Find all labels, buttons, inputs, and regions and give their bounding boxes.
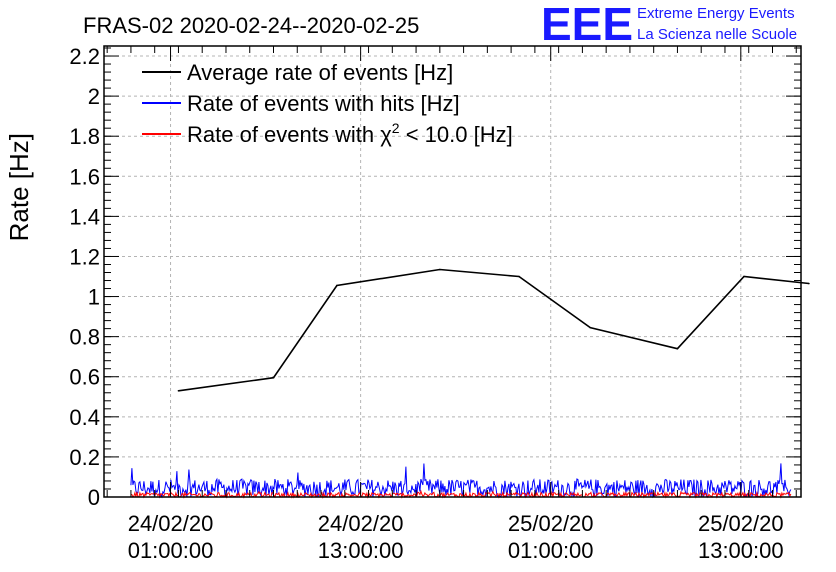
series-average-point: [589, 326, 592, 329]
legend-entry-average: Average rate of events [Hz]: [187, 60, 453, 85]
chart-title: FRAS-02 2020-02-24--2020-02-25: [83, 13, 419, 38]
y-tick-label: 2.2: [69, 44, 100, 69]
legend-chi2-prefix: Rate of events with: [187, 122, 380, 147]
x-tick-label-time: 13:00:00: [698, 538, 784, 563]
series-average-point: [676, 347, 679, 350]
legend-chi2-sup: 2: [392, 120, 400, 136]
grid: [104, 46, 801, 497]
eee-logo: EEE Extreme Energy Events La Scienza nel…: [541, 0, 797, 50]
y-axis-label: Rate [Hz]: [4, 133, 34, 241]
series-average-point: [272, 376, 275, 379]
y-tick-label: 1.8: [69, 124, 100, 149]
logo-line-2: La Scienza nelle Scuole: [637, 26, 797, 43]
line-series: [177, 268, 810, 392]
series-average-line: [178, 268, 809, 392]
y-tick-label: 0.2: [69, 445, 100, 470]
y-tick-label: 0.4: [69, 405, 100, 430]
series-average-point: [439, 268, 441, 271]
legend-chi2-symbol: χ: [380, 122, 392, 147]
series-average-point: [336, 284, 338, 287]
series-chi2-line: [130, 489, 792, 499]
legend-entry-hits: Rate of events with hits [Hz]: [187, 91, 460, 116]
x-tick-label-time: 13:00:00: [318, 538, 404, 563]
y-tick-label: 1.6: [69, 164, 100, 189]
x-tick-label-date: 25/02/20: [698, 511, 784, 536]
logo-mark: EEE: [541, 0, 633, 50]
legend: Average rate of events [Hz] Rate of even…: [142, 60, 513, 147]
logo-line-1: Extreme Energy Events: [637, 5, 795, 22]
y-tick-label: 1.4: [69, 204, 100, 229]
series-average-point: [808, 282, 810, 285]
y-tick-label: 0.8: [69, 325, 100, 350]
y-tick-labels: 0 0.2 0.4 0.6 0.8 1 1.2 1.4 1.6 1.8 2 2.2: [69, 44, 100, 510]
series-hits-line: [130, 463, 792, 499]
axis-ticks: [104, 46, 801, 498]
y-tick-label: 1.2: [69, 244, 100, 269]
legend-entry-chi2: Rate of events with χ2 < 10.0 [Hz]: [187, 120, 513, 147]
y-tick-label: 1: [88, 285, 100, 310]
series-average-point: [743, 275, 745, 278]
series-average-point: [518, 275, 520, 278]
y-tick-label: 0: [88, 485, 100, 510]
x-tick-label-date: 24/02/20: [128, 511, 214, 536]
x-tick-label-time: 01:00:00: [508, 538, 594, 563]
x-tick-label-date: 24/02/20: [318, 511, 404, 536]
noise-series: [130, 463, 792, 499]
plot-frame: [103, 45, 802, 498]
x-tick-labels: 24/02/2001:00:0024/02/2013:00:0025/02/20…: [128, 511, 784, 563]
x-tick-label-time: 01:00:00: [128, 538, 214, 563]
y-tick-label: 0.6: [69, 365, 100, 390]
legend-chi2-suffix: < 10.0 [Hz]: [400, 122, 513, 147]
series-average-point: [177, 389, 180, 392]
x-tick-label-date: 25/02/20: [508, 511, 594, 536]
y-tick-label: 2: [88, 84, 100, 109]
